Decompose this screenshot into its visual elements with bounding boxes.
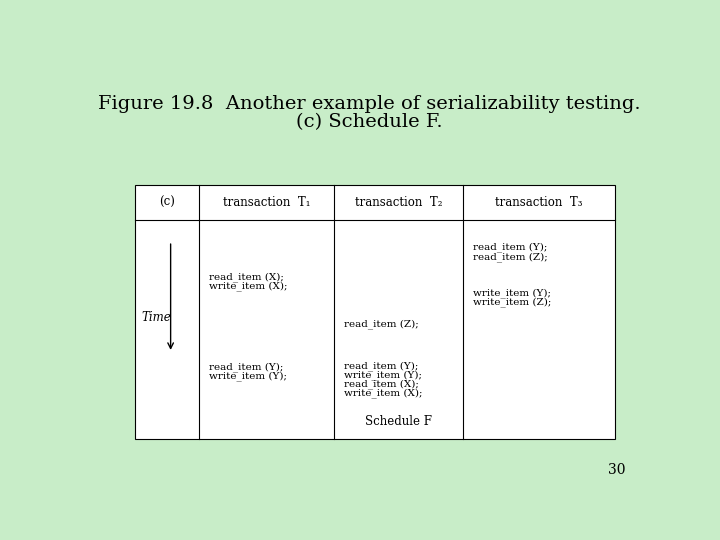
Text: read_item (Y);: read_item (Y); <box>474 242 548 252</box>
Text: 30: 30 <box>608 463 626 477</box>
Text: write_item (X);: write_item (X); <box>210 281 288 291</box>
Text: read_item (Z);: read_item (Z); <box>474 252 548 261</box>
Text: read_item (Z);: read_item (Z); <box>344 319 418 328</box>
Text: Time: Time <box>141 311 171 324</box>
Text: write_item (Z);: write_item (Z); <box>474 298 552 307</box>
Text: read_item (X);: read_item (X); <box>210 272 284 281</box>
Text: write_item (Y);: write_item (Y); <box>474 288 552 298</box>
Text: transaction  T₁: transaction T₁ <box>223 196 310 209</box>
Text: (c): (c) <box>159 196 175 209</box>
Text: Schedule F: Schedule F <box>365 415 432 428</box>
Text: read_item (X);: read_item (X); <box>344 379 419 389</box>
Text: read_item (Y);: read_item (Y); <box>210 362 284 372</box>
Text: read_item (Y);: read_item (Y); <box>344 361 418 370</box>
Text: write_item (Y);: write_item (Y); <box>344 370 422 380</box>
Bar <box>135 185 615 439</box>
Text: transaction  T₃: transaction T₃ <box>495 196 582 209</box>
Text: write_item (X);: write_item (X); <box>344 388 423 398</box>
Text: Figure 19.8  Another example of serializability testing.: Figure 19.8 Another example of serializa… <box>98 95 640 113</box>
Text: transaction  T₂: transaction T₂ <box>355 196 442 209</box>
Text: write_item (Y);: write_item (Y); <box>210 371 287 381</box>
Text: (c) Schedule F.: (c) Schedule F. <box>296 113 442 131</box>
